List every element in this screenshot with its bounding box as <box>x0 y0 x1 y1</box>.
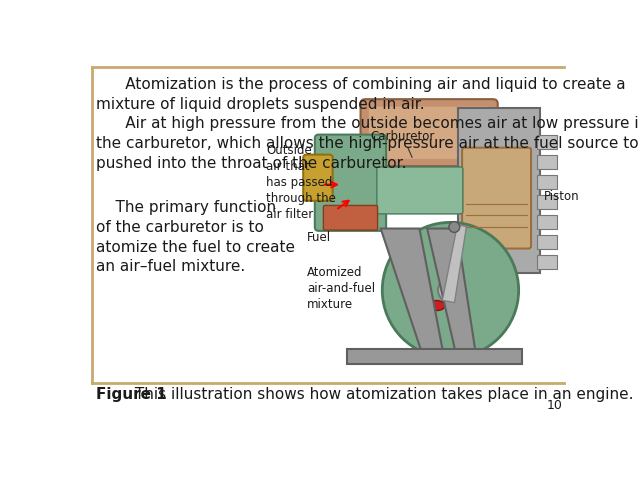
Polygon shape <box>381 228 443 350</box>
Bar <box>537 175 557 189</box>
Polygon shape <box>442 225 467 302</box>
Text: Outside
air that
has passed
through the
air filter: Outside air that has passed through the … <box>266 144 336 221</box>
FancyBboxPatch shape <box>368 106 490 159</box>
Circle shape <box>438 278 463 302</box>
Bar <box>537 135 557 149</box>
Circle shape <box>449 222 460 232</box>
FancyBboxPatch shape <box>462 148 531 249</box>
Circle shape <box>382 222 518 358</box>
Bar <box>537 156 557 169</box>
Bar <box>537 255 557 269</box>
FancyBboxPatch shape <box>303 155 333 201</box>
Bar <box>348 348 522 364</box>
Text: Atomized
air-and-fuel
mixture: Atomized air-and-fuel mixture <box>307 265 375 311</box>
Text: Piston: Piston <box>543 190 579 203</box>
Text: Atomization is the process of combining air and liquid to create a
mixture of li: Atomization is the process of combining … <box>95 77 640 171</box>
Text: Figure 1: Figure 1 <box>95 386 166 402</box>
Text: This illustration shows how atomization takes place in an engine.: This illustration shows how atomization … <box>129 386 633 402</box>
Text: The primary function
of the carburetor is to
atomize the fuel to create
an air–f: The primary function of the carburetor i… <box>95 200 294 275</box>
FancyBboxPatch shape <box>360 99 498 166</box>
Bar <box>537 195 557 209</box>
FancyBboxPatch shape <box>323 205 378 230</box>
Ellipse shape <box>428 300 445 311</box>
Bar <box>537 236 557 249</box>
Text: 10: 10 <box>546 399 562 412</box>
Bar <box>537 216 557 229</box>
Text: Carburetor: Carburetor <box>371 130 435 157</box>
FancyBboxPatch shape <box>377 167 463 214</box>
Bar <box>458 108 540 273</box>
Text: Fuel: Fuel <box>307 230 332 243</box>
Polygon shape <box>428 228 476 350</box>
FancyBboxPatch shape <box>315 134 386 231</box>
